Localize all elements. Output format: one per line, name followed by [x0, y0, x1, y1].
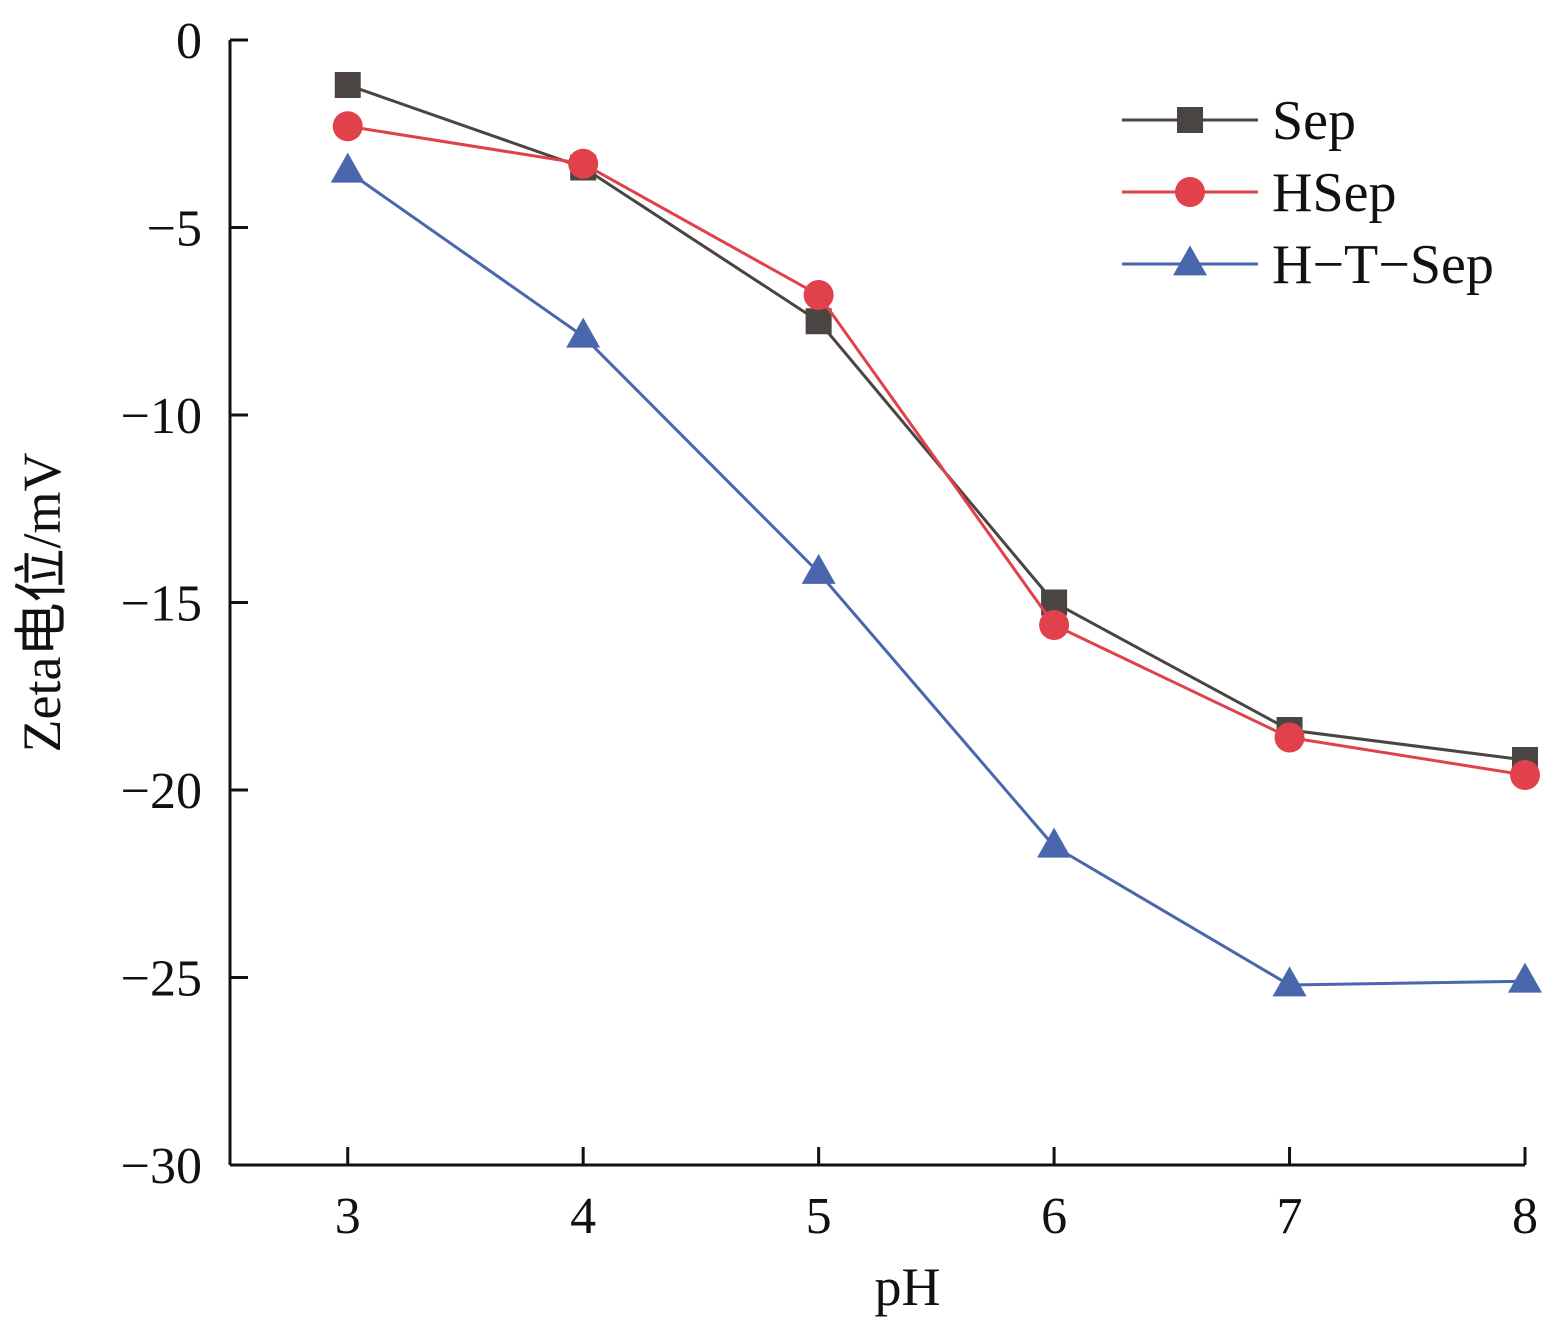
data-point: [334, 72, 361, 98]
legend-label: H−T−Sep: [1272, 234, 1494, 296]
data-point: [332, 111, 363, 142]
y-axis-label: Zeta电位/mV: [12, 453, 72, 753]
y-tick-label: 0: [176, 13, 202, 70]
y-tick-label: −25: [121, 951, 202, 1008]
data-point: [805, 308, 832, 335]
data-point: [1039, 610, 1070, 640]
x-axis-label: pH: [875, 1257, 941, 1317]
y-tick-label: −15: [121, 576, 202, 633]
data-point: [1274, 722, 1305, 753]
legend-label: HSep: [1272, 162, 1396, 224]
series-2: [332, 111, 1540, 790]
y-tick-label: −5: [147, 201, 202, 258]
data-point: [1272, 966, 1307, 997]
data-point: [1510, 760, 1540, 790]
series-layer: [330, 72, 1542, 997]
legend: Sep HSep H−T−Sep: [1122, 90, 1494, 296]
data-point: [566, 317, 601, 348]
data-point: [803, 280, 834, 310]
legend-marker: [1175, 177, 1205, 207]
data-point: [801, 553, 836, 584]
series-line: [347, 124, 1526, 777]
x-tick-label: 4: [570, 1188, 596, 1245]
x-tick-label: 3: [335, 1188, 361, 1245]
data-point: [568, 148, 599, 179]
legend-item: H−T−Sep: [1122, 234, 1494, 296]
x-tick-label: 6: [1041, 1188, 1067, 1245]
y-tick-label: −20: [121, 763, 202, 820]
x-tick-label: 8: [1512, 1188, 1538, 1245]
y-tick-label: −10: [121, 388, 202, 445]
data-point: [1508, 962, 1542, 993]
legend-item: HSep: [1122, 162, 1396, 224]
legend-marker: [1177, 107, 1203, 133]
legend-marker: [1173, 245, 1207, 276]
series-3: [330, 152, 1542, 997]
legend-label: Sep: [1272, 90, 1356, 152]
data-point: [330, 152, 365, 183]
series-line: [346, 170, 1526, 987]
y-ticks: 0 −5 −10 −15 −20 −25 −30: [121, 13, 248, 1195]
data-point: [1037, 827, 1072, 858]
x-ticks: 3 4 5 6 7 8: [335, 1147, 1538, 1245]
x-tick-label: 5: [806, 1188, 832, 1245]
legend-item: Sep: [1122, 90, 1356, 152]
y-tick-label: −30: [121, 1138, 202, 1195]
x-tick-label: 7: [1277, 1188, 1303, 1245]
